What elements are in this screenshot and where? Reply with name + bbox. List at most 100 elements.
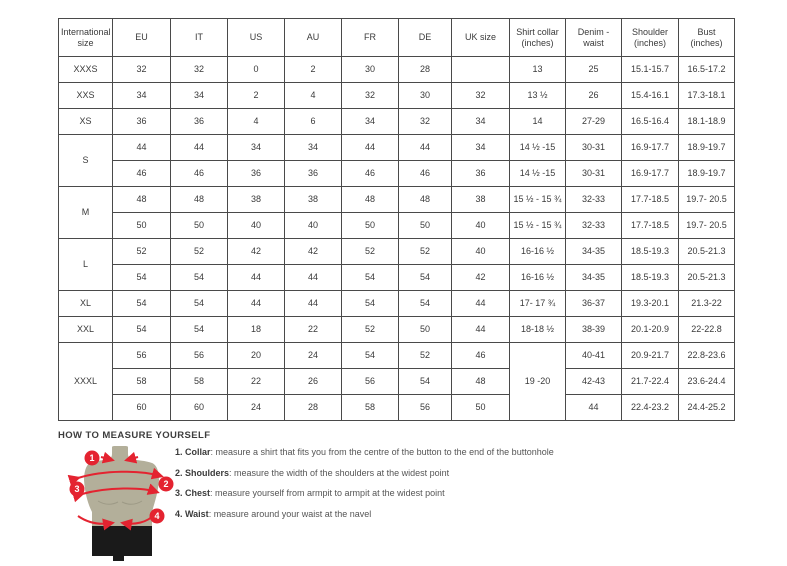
- table-cell: 22: [284, 316, 342, 343]
- measure-step-label: 1. Collar: [175, 447, 211, 457]
- svg-text:3: 3: [74, 484, 79, 494]
- table-cell: 16.9-17.7: [621, 134, 679, 161]
- badge-1: 1: [84, 450, 100, 466]
- table-cell: 34: [341, 108, 399, 135]
- column-header: International size: [58, 18, 113, 57]
- table-cell: 36: [170, 108, 228, 135]
- table-cell: 44: [565, 394, 622, 421]
- table-cell: 32: [170, 56, 228, 83]
- table-cell: 34: [227, 134, 285, 161]
- table-cell: 46: [451, 342, 510, 369]
- table-cell: 30-31: [565, 134, 622, 161]
- table-cell: 32: [398, 108, 452, 135]
- size-label-cell: XL: [58, 290, 113, 317]
- table-cell: 42: [284, 238, 342, 265]
- table-cell: 13 ½: [509, 82, 566, 109]
- table-cell: 34-35: [565, 238, 622, 265]
- table-row: XXXS 32 32 0 2 30 28 13 25 15.1-15.7 16.5-17.2: [58, 56, 735, 83]
- badge-3: 3: [69, 481, 85, 497]
- chest-arrow: [71, 483, 160, 503]
- table-row: XS 36 36 4 6 34 32 34 14 27-29 16.5-16.4 18.1-18.9: [58, 108, 735, 135]
- table-cell: 34: [112, 82, 171, 109]
- table-cell: 46: [112, 160, 171, 187]
- measure-step: 3. Chest: measure yourself from armpit t…: [175, 487, 675, 499]
- table-cell: 52: [341, 316, 399, 343]
- table-cell: 20.9-21.7: [621, 342, 679, 369]
- table-cell: 14: [509, 108, 566, 135]
- table-cell: 56: [341, 368, 399, 395]
- table-cell: 52: [170, 238, 228, 265]
- size-label-cell: XXL: [58, 316, 113, 343]
- size-table-header-row: International size EU IT US AU FR DE UK size Shi…: [58, 18, 735, 57]
- size-table-body: XXXS 32 32 0 2 30 28 13 25 15.1-15.7 16.5-17.2 XXS 3…: [58, 56, 735, 421]
- table-cell: 56: [170, 342, 228, 369]
- table-cell: 40-41: [565, 342, 622, 369]
- table-cell: 56: [112, 342, 171, 369]
- table-cell: 38: [227, 186, 285, 213]
- table-cell: 26: [284, 368, 342, 395]
- table-row: XXXL 56 56 20 24 54 52 46 19 -20 40-41 20.9-21.7 22…: [58, 342, 735, 421]
- table-cell: 34: [170, 82, 228, 109]
- table-cell: 15 ½ - 15 ¾: [509, 212, 566, 239]
- table-row: 46 46 36 36 46 46 36 14 ½ -15 30-31 16.9-17.7 18.9…: [59, 160, 735, 187]
- table-cell: 14 ½ -15: [509, 134, 566, 161]
- table-cell: 54: [398, 264, 452, 291]
- table-cell: 48: [451, 368, 510, 395]
- table-row: XL 54 54 44 44 54 54 44 17- 17 ¾ 36-37 19.3-20.1 21…: [58, 290, 735, 317]
- measure-step: 4. Waist: measure around your waist at t…: [175, 508, 675, 520]
- table-cell: 44: [451, 316, 510, 343]
- table-cell: 48: [341, 186, 399, 213]
- table-cell: 34-35: [565, 264, 622, 291]
- table-cell: 38: [451, 186, 510, 213]
- table-cell: 54: [341, 342, 399, 369]
- table-cell: 22.8-23.6: [678, 342, 735, 369]
- table-cell: 32-33: [565, 212, 622, 239]
- table-cell: 50: [170, 212, 228, 239]
- measure-section-title: HOW TO MEASURE YOURSELF: [58, 430, 211, 441]
- table-cell: [451, 56, 510, 83]
- table-cell: 13: [509, 56, 566, 83]
- table-cell: 18.5-19.3: [621, 264, 679, 291]
- table-cell: 52: [398, 342, 452, 369]
- table-cell: 18.9-19.7: [678, 160, 735, 187]
- table-cell: 18: [227, 316, 285, 343]
- table-cell: 42: [451, 264, 510, 291]
- table-cell: 40: [451, 212, 510, 239]
- table-cell: 27-29: [565, 108, 622, 135]
- table-cell: 19.3-20.1: [621, 290, 679, 317]
- table-cell: 44: [451, 290, 510, 317]
- table-cell: 44: [112, 134, 171, 161]
- table-cell: 2: [284, 56, 342, 83]
- table-row: L 52 52 42 42 52 52 40 16-16 ½ 34-35 18.5-19.3 20.5…: [58, 238, 735, 291]
- table-row: XXS 34 34 2 4 32 30 32 13 ½ 26 15.4-16.1 17.3-18.1: [58, 82, 735, 109]
- table-cell: 21.3-22: [678, 290, 735, 317]
- table-cell: 52: [398, 238, 452, 265]
- table-cell: 15.1-15.7: [621, 56, 679, 83]
- collar-arrow-left: [100, 451, 115, 464]
- table-cell: 16-16 ½: [509, 238, 566, 265]
- table-cell: 15.4-16.1: [621, 82, 679, 109]
- size-label-cell: M: [58, 186, 113, 239]
- table-cell: 54: [170, 316, 228, 343]
- table-cell: 36: [451, 160, 510, 187]
- table-cell: 23.6-24.4: [678, 368, 735, 395]
- table-cell: 54: [341, 264, 399, 291]
- table-cell: 54: [112, 264, 171, 291]
- table-cell: 54: [341, 290, 399, 317]
- table-cell: 40: [451, 238, 510, 265]
- table-row: 60 60 24 28 58 56 50 44 22.4-23.2 24.4-25.2: [59, 394, 735, 421]
- measure-step-text: : measure yourself from armpit to armpit…: [210, 488, 445, 498]
- table-cell: 60: [170, 394, 228, 421]
- size-table-container: International size EU IT US AU FR DE UK size Shi…: [58, 18, 735, 421]
- table-cell: 44: [398, 134, 452, 161]
- table-cell: 26: [565, 82, 622, 109]
- table-cell: 36-37: [565, 290, 622, 317]
- table-cell: 40: [284, 212, 342, 239]
- table-cell: 32: [451, 82, 510, 109]
- table-cell: 19.7- 20.5: [678, 186, 735, 213]
- table-cell: 44: [284, 264, 342, 291]
- table-cell: 54: [398, 290, 452, 317]
- table-cell: 34: [284, 134, 342, 161]
- mannequin-illustration-icon: 1 2 3 4: [67, 445, 174, 561]
- table-cell: 24: [227, 394, 285, 421]
